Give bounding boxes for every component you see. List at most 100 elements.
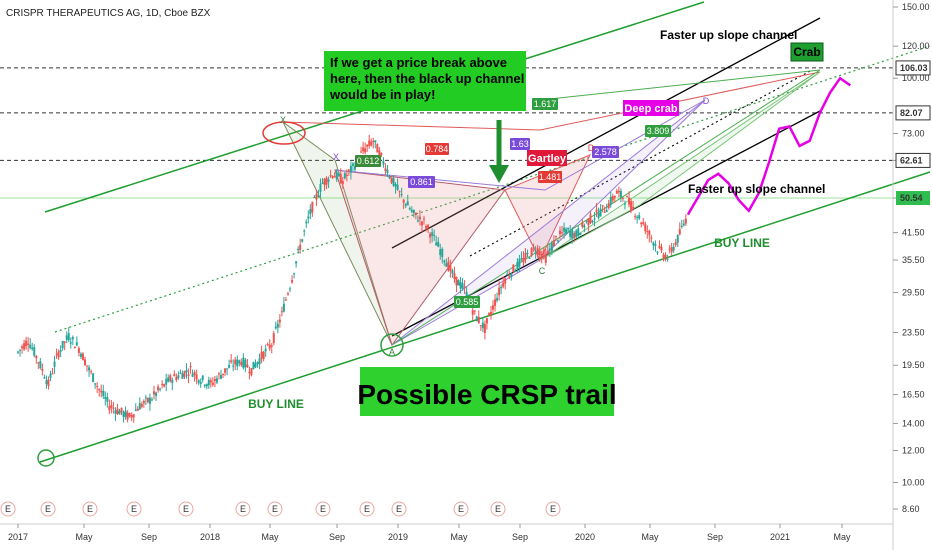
candle-body: [370, 141, 373, 146]
level-50-badge: [896, 191, 930, 206]
candle-body: [563, 227, 566, 232]
candle-body: [485, 318, 488, 324]
earnings-marker-label: E: [550, 504, 556, 514]
candle-body: [471, 310, 474, 315]
candle-body: [672, 246, 675, 251]
candle-body: [500, 286, 503, 289]
candle-body: [528, 257, 531, 259]
candle-body: [163, 384, 166, 387]
candle-body: [451, 270, 454, 274]
candle-body: [232, 365, 235, 367]
time-tick-label: Sep: [512, 532, 528, 542]
candle-body: [374, 140, 377, 143]
candle-body: [465, 291, 468, 299]
point-c: C: [539, 266, 546, 276]
earnings-marker-label: E: [131, 504, 137, 514]
candle-body: [47, 379, 50, 387]
candle-body: [573, 232, 576, 238]
candle-body: [124, 410, 127, 417]
time-tick-label: 2020: [575, 532, 595, 542]
candle-body: [644, 224, 647, 232]
grid: [0, 67, 893, 199]
candle-body: [366, 144, 369, 147]
candle-body: [323, 178, 326, 185]
candle-body: [57, 351, 60, 358]
candle-body: [222, 373, 225, 375]
time-tick-label: 2021: [770, 532, 790, 542]
time-tick-label: May: [450, 532, 468, 542]
candle-body: [77, 348, 80, 353]
candle-body: [347, 169, 350, 171]
candle-body: [224, 368, 227, 373]
time-tick-label: 2017: [8, 532, 28, 542]
candle-body: [626, 196, 628, 198]
candle-body: [282, 303, 285, 312]
earnings-marker: [545, 501, 561, 517]
candle-body: [463, 286, 466, 288]
candle-body: [286, 293, 289, 295]
candle-body: [102, 390, 105, 397]
candle-body: [423, 218, 425, 220]
candle-body: [623, 203, 626, 205]
price-tick-label: 120.00: [902, 41, 930, 51]
candle-body: [189, 366, 192, 368]
candle-body: [575, 230, 578, 237]
candle-body: [43, 377, 46, 379]
candle-body: [116, 408, 119, 414]
candle-body: [372, 140, 375, 142]
candle-body: [396, 184, 399, 190]
candle-body: [496, 298, 499, 301]
candle-body: [114, 410, 117, 414]
candle-body: [492, 305, 495, 310]
candle-body: [96, 385, 99, 387]
time-axis: 2017 May Sep 2018 May Sep 2019 May Sep 2020 May Sep…: [0, 501, 893, 542]
candle-body: [268, 344, 271, 349]
candle-body: [45, 380, 48, 385]
candle-body: [544, 254, 547, 263]
candle-body: [540, 253, 543, 258]
price-tick-label: 150.00: [902, 2, 930, 12]
candle-body: [278, 319, 281, 323]
earnings-marker: [82, 501, 98, 517]
candle-body: [211, 382, 214, 385]
candle-body: [670, 247, 673, 253]
earnings-marker: [391, 501, 407, 517]
candle-body: [481, 322, 484, 329]
candle-body: [559, 230, 562, 235]
candle-body: [94, 383, 97, 385]
earnings-marker-label: E: [495, 504, 501, 514]
candle-body: [201, 375, 204, 380]
candle-body: [175, 376, 178, 381]
candle-body: [258, 358, 261, 365]
candle-body: [603, 211, 606, 213]
ratio-0861-bg: [408, 176, 435, 188]
candle-body: [630, 201, 633, 211]
candle-body: [327, 179, 330, 182]
faster-channel-bottom-label: Faster up slope channel: [688, 182, 825, 196]
candle-body: [146, 397, 149, 403]
candle-body: [565, 228, 568, 234]
candle-body: [27, 343, 30, 345]
candle-body: [92, 373, 95, 382]
candle-body: [382, 160, 385, 165]
candle-body: [445, 263, 448, 267]
candle-body: [621, 197, 624, 199]
candle-body: [230, 360, 233, 363]
earnings-marker: [267, 501, 283, 517]
candle-body: [228, 364, 231, 368]
earnings-marker-label: E: [364, 504, 370, 514]
candle-body: [193, 372, 196, 375]
candle-body: [351, 163, 354, 167]
chart-title: CRISPR THERAPEUTICS AG, 1D, Cboe BZX: [6, 8, 211, 19]
drawing-layer: [39, 1, 931, 463]
candle-body: [83, 359, 86, 366]
candle-body: [88, 367, 91, 371]
candle-body: [414, 212, 417, 216]
ratio-1481-bg: [538, 171, 562, 183]
candle-body: [398, 190, 401, 192]
time-tick-label: 2019: [388, 532, 408, 542]
candle-body: [242, 357, 245, 368]
candle-body: [546, 250, 549, 254]
candle-body: [650, 237, 653, 239]
candle-body: [33, 347, 36, 356]
